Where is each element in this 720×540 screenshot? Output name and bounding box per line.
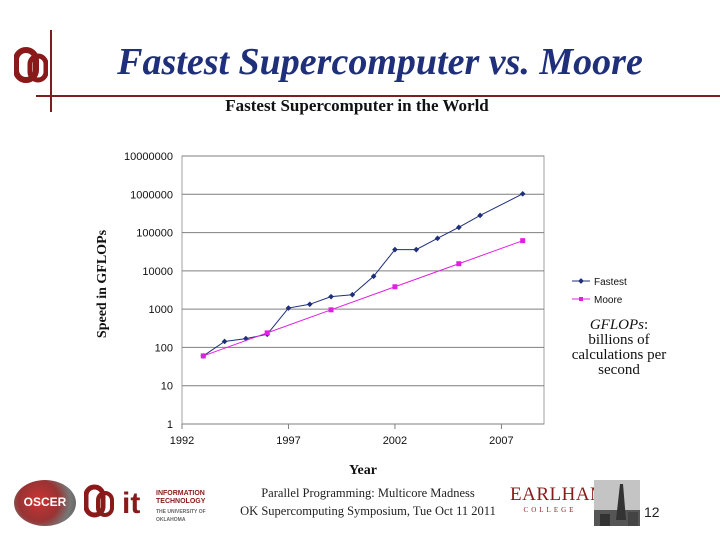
legend-label-fastest: Fastest <box>594 277 627 288</box>
data-point-moore <box>328 307 334 313</box>
y-tick-label: 10000 <box>142 266 173 278</box>
y-tick-labels: 1 10 100 1000 10000 100000 1000000 10000000 <box>124 151 173 431</box>
earlham-logo-sub: COLLEGE <box>523 506 577 514</box>
gflops-term: GFLOPs <box>589 317 644 333</box>
gflops-definition-box: GFLOPs: billions of calculations per sec… <box>556 318 682 378</box>
data-point-fastest <box>370 273 377 280</box>
y-tick-label: 10000000 <box>124 151 173 163</box>
data-point-fastest <box>519 191 526 197</box>
data-point-fastest <box>413 246 420 253</box>
legend-marker-moore <box>579 297 583 301</box>
data-point-fastest <box>349 291 356 298</box>
earlham-logo-name: EARLHAM <box>510 484 608 505</box>
page-number: 12 <box>644 504 660 520</box>
data-point-fastest <box>477 212 483 219</box>
data-point-fastest <box>455 224 462 231</box>
x-axis-label: Year <box>349 463 377 478</box>
data-point-moore <box>264 330 270 336</box>
footer-line-2: OK Supercomputing Symposium, Tue Oct 11 … <box>240 504 496 518</box>
y-tick-label: 1000000 <box>130 189 173 201</box>
series-line-moore <box>203 240 523 357</box>
legend-marker-fastest <box>578 278 584 284</box>
earlham-logo: EARLHAM COLLEGE <box>510 484 608 514</box>
oscer-logo-text: OSCER <box>23 495 67 509</box>
data-point-fastest <box>285 305 292 311</box>
ou-footer-logo <box>84 484 114 518</box>
y-tick-label: 1 <box>167 419 173 431</box>
it-logo-mark: it <box>122 487 141 520</box>
it-logo-title: INFORMATION TECHNOLOGY <box>156 490 206 505</box>
data-point-fastest <box>434 235 441 242</box>
gflops-colon: : <box>644 317 649 333</box>
y-tick-label: 1000 <box>149 304 173 316</box>
chart-title: Fastest Supercomputer in the World <box>225 96 489 115</box>
tower-photo <box>594 480 640 526</box>
data-point-moore <box>200 353 206 359</box>
y-tick-label: 10 <box>161 381 173 393</box>
ou-logo <box>14 47 48 83</box>
data-point-fastest <box>221 338 228 345</box>
y-tick-label: 100000 <box>136 228 173 240</box>
series-layer <box>200 191 526 359</box>
x-tick-label: 2007 <box>489 435 513 447</box>
x-tick-label: 1992 <box>170 435 194 447</box>
title-vertical-rule <box>50 30 52 112</box>
footer: Parallel Programming: Multicore Madness … <box>218 484 518 520</box>
data-point-fastest <box>306 301 313 308</box>
gflops-definition: billions of calculations per second <box>571 332 667 378</box>
footer-line-1: Parallel Programming: Multicore Madness <box>261 486 475 500</box>
data-point-moore <box>456 261 462 267</box>
title-horizontal-rule <box>36 95 720 97</box>
data-point-moore <box>520 238 526 244</box>
legend: Fastest Moore <box>566 270 632 308</box>
x-tick-label: 2002 <box>383 435 407 447</box>
data-point-moore <box>392 284 398 290</box>
data-point-fastest <box>392 246 398 253</box>
oscer-logo: OSCER <box>14 480 76 526</box>
it-logo-text: INFORMATION TECHNOLOGY THE UNIVERSITY OF… <box>156 490 214 524</box>
gflops-heading: GFLOPs: <box>556 318 682 333</box>
legend-label-moore: Moore <box>594 295 623 306</box>
y-axis-label: Speed in GFLOPs <box>95 229 110 338</box>
legend-box <box>566 270 632 308</box>
x-tick-labels: 1992 1997 2002 2007 <box>170 424 514 447</box>
data-point-fastest <box>328 293 334 300</box>
x-tick-label: 1997 <box>276 435 300 447</box>
it-logo-subtitle: THE UNIVERSITY OF OKLAHOMA <box>156 509 206 523</box>
gridlines <box>182 155 544 425</box>
plot-area <box>181 155 545 425</box>
y-tick-label: 100 <box>155 342 173 354</box>
slide-title: Fastest Supercomputer vs. Moore <box>117 41 643 83</box>
